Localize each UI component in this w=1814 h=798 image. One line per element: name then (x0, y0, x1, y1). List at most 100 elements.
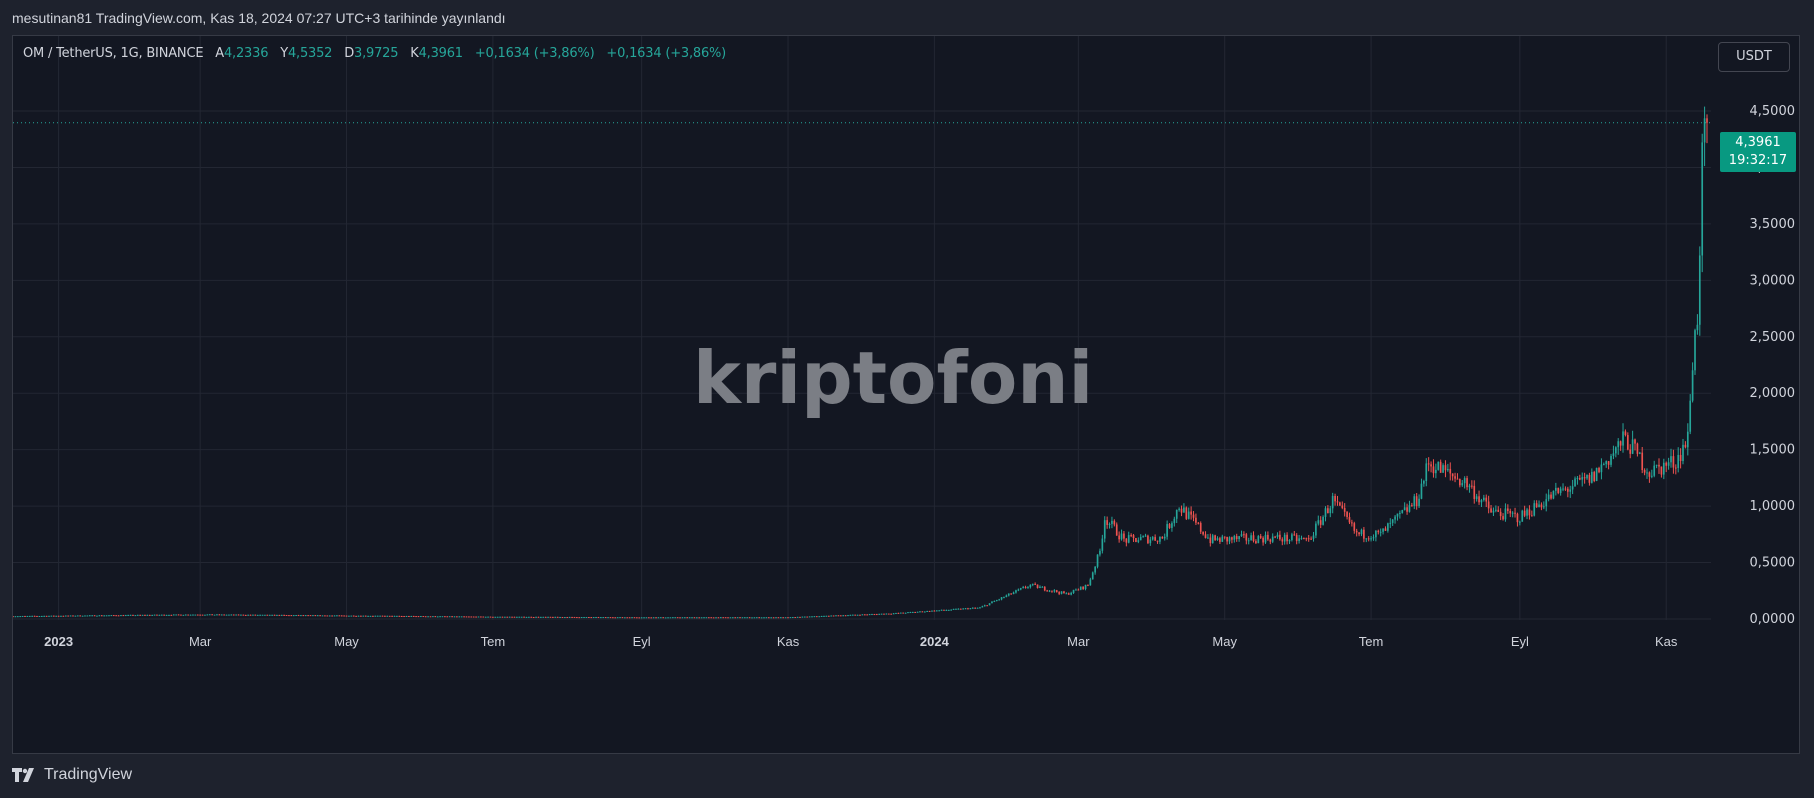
candle (1653, 460, 1656, 478)
candle (935, 610, 938, 612)
candle (268, 614, 271, 616)
candle (288, 615, 290, 617)
candle (340, 615, 343, 617)
candle (995, 599, 998, 602)
last-price-value: 4,3961 (1735, 135, 1781, 150)
candle (1363, 526, 1365, 543)
candle (1223, 536, 1226, 540)
time-axis[interactable]: 2023 Mar May Tem Eyl Kas 2024 Mar May Tem Eyl Kas (44, 634, 1678, 649)
candle (144, 614, 146, 616)
candle (717, 617, 720, 619)
candle (640, 617, 643, 619)
candle (967, 607, 969, 610)
candle (1125, 538, 1128, 547)
candle (1082, 586, 1084, 590)
candle (736, 617, 739, 619)
publish-caption: mesutinan81 TradingView.com, Kas 18, 202… (12, 10, 506, 26)
candle (722, 617, 725, 619)
candle (62, 615, 65, 617)
price-axis[interactable]: 0,0000 0,5000 1,0000 1,5000 2,0000 2,5000 3,00… (1750, 104, 1796, 627)
candle (573, 616, 576, 618)
time-tick-label: 2023 (44, 634, 73, 649)
candle (1650, 469, 1653, 479)
candle (369, 615, 372, 617)
candle (348, 615, 350, 617)
price-tick-label: 3,5000 (1750, 217, 1796, 232)
candle (434, 616, 437, 618)
candle (446, 616, 449, 618)
candle (986, 605, 989, 607)
candle (1087, 584, 1089, 587)
candle (124, 614, 127, 617)
price-chart[interactable]: 0,0000 0,5000 1,0000 1,5000 2,0000 2,5000 3,00… (13, 36, 1801, 755)
candle (444, 616, 446, 618)
candle (803, 616, 806, 618)
candle (1267, 531, 1269, 541)
candle (204, 614, 206, 616)
candle (249, 614, 252, 616)
chart-panel[interactable]: 0,0000 0,5000 1,0000 1,5000 2,0000 2,5000 3,00… (12, 35, 1800, 754)
candle (1149, 536, 1152, 546)
candle (1103, 516, 1106, 543)
candle (223, 614, 225, 616)
candle (770, 617, 773, 619)
candle (835, 615, 837, 617)
candle (331, 615, 333, 617)
candle (1247, 537, 1250, 545)
candle (362, 615, 365, 617)
time-tick-label: 2024 (920, 634, 950, 649)
candle (1447, 463, 1449, 472)
candle (1526, 507, 1528, 520)
tradingview-brand[interactable]: TradingView (12, 766, 132, 784)
symbol-name[interactable]: OM / TetherUS, 1G, BINANCE (23, 46, 204, 61)
candle (1276, 532, 1279, 539)
candle (1211, 533, 1214, 544)
candle (28, 615, 31, 617)
candle (160, 614, 163, 616)
candle (1382, 528, 1384, 535)
candle (1243, 531, 1245, 539)
candle (1346, 511, 1348, 520)
candle (40, 615, 43, 617)
candle (259, 614, 261, 616)
candle (921, 611, 924, 613)
candle (1015, 589, 1017, 594)
candle (1118, 531, 1120, 543)
candle (672, 617, 674, 619)
candle (1507, 504, 1509, 514)
candle (731, 617, 734, 619)
candle (21, 615, 24, 617)
candle (1622, 423, 1624, 453)
candle (312, 614, 314, 617)
candle (950, 609, 953, 611)
brand-name: TradingView (44, 766, 133, 783)
candle (1151, 536, 1154, 541)
candle (67, 615, 70, 617)
candle (1586, 474, 1588, 480)
candle (669, 617, 672, 619)
candle (120, 615, 122, 617)
candle (1209, 533, 1212, 547)
candle (33, 615, 36, 617)
price-tick-label: 0,5000 (1750, 556, 1796, 571)
candle (170, 614, 173, 616)
candle (787, 617, 789, 619)
candle (1672, 449, 1675, 474)
candle (1257, 534, 1260, 544)
candle (1626, 432, 1629, 451)
candle (134, 615, 137, 617)
candle (439, 616, 441, 618)
candle (719, 617, 722, 619)
candle (839, 615, 842, 617)
candle (1391, 518, 1394, 526)
candle (619, 617, 621, 619)
currency-button[interactable]: USDT (1718, 42, 1790, 72)
candle (633, 617, 636, 619)
candle (1614, 446, 1617, 458)
candle (914, 611, 917, 613)
candle (1545, 493, 1548, 512)
candle (715, 617, 717, 619)
candle (1413, 493, 1416, 510)
candle (988, 603, 991, 606)
bar-countdown: 19:32:17 (1728, 153, 1788, 168)
